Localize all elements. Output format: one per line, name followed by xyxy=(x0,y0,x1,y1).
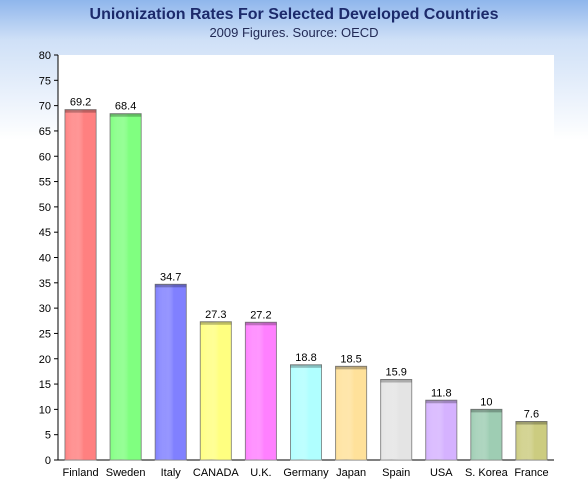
bar-top-edge xyxy=(515,421,547,425)
bar-top-edge xyxy=(65,109,97,113)
y-tick-label: 70 xyxy=(39,101,51,113)
data-label: 18.8 xyxy=(295,352,316,364)
y-tick-label: 40 xyxy=(39,253,51,265)
bar-highlight xyxy=(425,400,457,460)
y-tick-label: 15 xyxy=(39,379,51,391)
data-label: 15.9 xyxy=(385,367,406,379)
bar-highlight xyxy=(155,284,187,460)
bar-top-edge xyxy=(155,284,187,288)
bar-top-edge xyxy=(200,321,232,325)
data-label: 68.4 xyxy=(115,101,136,113)
data-label: 27.3 xyxy=(205,309,226,321)
y-tick-label: 50 xyxy=(39,202,51,214)
y-tick-label: 80 xyxy=(39,50,51,62)
bar-highlight xyxy=(515,421,547,460)
bar-highlight xyxy=(470,409,502,460)
y-tick-label: 45 xyxy=(39,227,51,239)
y-tick-label: 30 xyxy=(39,303,51,315)
bar-highlight xyxy=(335,366,367,460)
y-tick-label: 60 xyxy=(39,151,51,163)
x-tick-label: Spain xyxy=(382,467,410,479)
bar-highlight xyxy=(290,364,322,460)
y-tick-label: 75 xyxy=(39,75,51,87)
y-tick-label: 35 xyxy=(39,278,51,290)
y-tick-label: 20 xyxy=(39,354,51,366)
data-label: 27.2 xyxy=(250,309,271,321)
x-tick-label: Japan xyxy=(336,467,366,479)
data-label: 18.5 xyxy=(340,353,361,365)
x-tick-label: Germany xyxy=(283,467,329,479)
x-tick-label: Italy xyxy=(161,467,182,479)
y-tick-label: 65 xyxy=(39,126,51,138)
bar-top-edge xyxy=(245,322,277,326)
bar-highlight xyxy=(245,322,277,460)
bar-highlight xyxy=(110,113,142,460)
x-tick-label: S. Korea xyxy=(465,467,509,479)
bar-highlight xyxy=(380,379,412,460)
chart-title: Unionization Rates For Selected Develope… xyxy=(89,6,499,23)
data-label: 7.6 xyxy=(524,409,539,421)
x-tick-label: Finland xyxy=(63,467,99,479)
data-label: 10 xyxy=(480,396,492,408)
y-tick-label: 5 xyxy=(45,430,51,442)
y-tick-label: 25 xyxy=(39,328,51,340)
data-label: 69.2 xyxy=(70,97,91,109)
bar-top-edge xyxy=(470,409,502,413)
x-tick-label: France xyxy=(514,467,548,479)
bar-top-edge xyxy=(335,366,367,370)
x-tick-label: USA xyxy=(430,467,453,479)
bar-top-edge xyxy=(290,364,322,368)
bar-top-edge xyxy=(380,379,412,383)
data-label: 34.7 xyxy=(160,271,181,283)
bar-highlight xyxy=(200,321,232,460)
y-tick-label: 10 xyxy=(39,404,51,416)
x-tick-label: CANADA xyxy=(193,467,240,479)
x-tick-label: Sweden xyxy=(106,467,146,479)
chart-subtitle: 2009 Figures. Source: OECD xyxy=(209,25,379,40)
bar-highlight xyxy=(65,109,97,461)
bar-top-edge xyxy=(110,113,142,117)
bar-top-edge xyxy=(425,400,457,404)
y-tick-label: 55 xyxy=(39,177,51,189)
data-label: 11.8 xyxy=(431,387,452,399)
x-tick-label: U.K. xyxy=(250,467,271,479)
y-tick-label: 0 xyxy=(45,455,51,467)
